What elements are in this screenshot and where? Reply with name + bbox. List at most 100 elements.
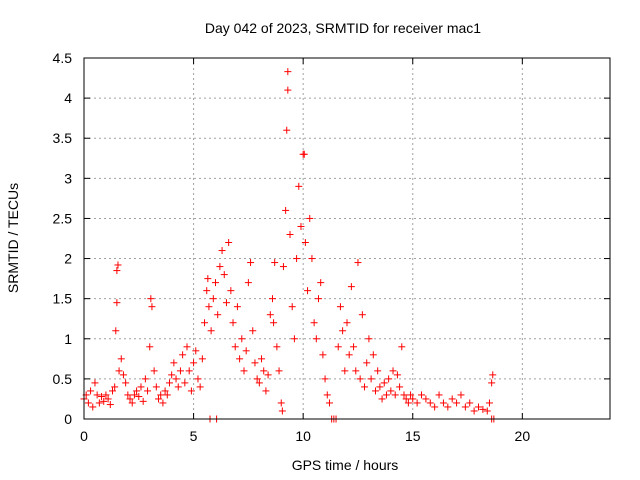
data-point xyxy=(233,303,241,311)
data-point xyxy=(192,347,200,355)
data-point xyxy=(87,387,95,395)
data-point xyxy=(382,391,390,399)
data-point xyxy=(262,387,270,395)
data-point xyxy=(260,367,268,375)
data-point xyxy=(283,126,291,134)
data-point xyxy=(396,383,404,391)
data-point xyxy=(165,379,173,387)
data-point xyxy=(130,391,138,399)
data-point xyxy=(264,371,272,379)
data-point xyxy=(273,343,281,351)
data-point xyxy=(249,327,257,335)
data-point xyxy=(106,401,114,409)
data-point xyxy=(409,395,417,403)
data-point xyxy=(100,397,108,405)
data-point xyxy=(113,299,121,307)
data-point xyxy=(343,319,351,327)
x-tick-labels: 0 5 10 15 20 xyxy=(80,428,530,444)
data-point xyxy=(102,391,110,399)
data-point xyxy=(155,395,163,403)
data-point xyxy=(275,367,283,375)
data-point xyxy=(435,391,443,399)
data-point xyxy=(201,319,209,327)
data-point xyxy=(448,395,456,403)
y-tick-label: 4.5 xyxy=(53,50,73,66)
data-point xyxy=(323,391,331,399)
data-point xyxy=(369,351,377,359)
data-point xyxy=(378,395,386,403)
data-point xyxy=(347,283,355,291)
data-point xyxy=(126,395,134,403)
data-point xyxy=(279,263,287,271)
data-point xyxy=(312,335,320,343)
data-point xyxy=(231,343,239,351)
data-point xyxy=(439,399,447,407)
data-point xyxy=(95,399,103,407)
y-tick-label: 3 xyxy=(64,170,72,186)
y-tick-label: 1 xyxy=(64,331,72,347)
data-point xyxy=(157,391,165,399)
data-point xyxy=(488,379,496,387)
data-point xyxy=(147,295,155,303)
data-point xyxy=(242,347,250,355)
data-point xyxy=(431,403,439,411)
data-point xyxy=(238,335,246,343)
data-point xyxy=(404,399,412,407)
data-point xyxy=(141,375,149,383)
data-point xyxy=(111,383,119,391)
data-point xyxy=(146,343,154,351)
data-point xyxy=(251,359,259,367)
data-point xyxy=(354,259,362,267)
data-point xyxy=(159,399,167,407)
x-tick-label: 0 xyxy=(80,428,88,444)
data-point xyxy=(453,399,461,407)
data-point xyxy=(179,351,187,359)
y-tick-label: 1.5 xyxy=(53,291,73,307)
data-point xyxy=(479,405,487,413)
data-point xyxy=(461,403,469,411)
data-point xyxy=(376,383,384,391)
data-point xyxy=(209,295,217,303)
data-point xyxy=(325,399,333,407)
data-point xyxy=(176,367,184,375)
data-point xyxy=(220,271,228,279)
y-tick-label: 3.5 xyxy=(53,130,73,146)
data-point xyxy=(148,303,156,311)
data-point xyxy=(89,403,97,411)
data-point xyxy=(402,395,410,403)
data-point xyxy=(172,375,180,383)
data-point xyxy=(216,263,224,271)
data-point xyxy=(124,391,132,399)
data-point xyxy=(319,351,327,359)
y-tick-labels: 0 0.5 1 1.5 2 2.5 3 3.5 4 4.5 xyxy=(53,50,73,427)
data-point xyxy=(282,206,290,214)
data-points xyxy=(80,68,498,423)
data-point xyxy=(214,311,222,319)
data-point xyxy=(194,375,202,383)
data-point xyxy=(295,182,303,190)
data-point xyxy=(308,255,316,263)
data-point xyxy=(196,383,204,391)
data-point xyxy=(135,393,143,401)
data-point xyxy=(317,279,325,287)
data-point xyxy=(367,375,375,383)
data-point xyxy=(457,391,465,399)
data-point xyxy=(174,383,182,391)
data-point xyxy=(181,379,189,387)
data-point xyxy=(104,395,112,403)
data-point xyxy=(185,367,193,375)
data-point xyxy=(284,86,292,94)
data-point xyxy=(306,214,314,222)
data-point xyxy=(278,407,286,415)
data-point xyxy=(168,371,176,379)
data-point xyxy=(187,387,195,395)
y-tick-label: 0.5 xyxy=(53,371,73,387)
data-point xyxy=(345,351,353,359)
data-point xyxy=(247,259,255,267)
data-point xyxy=(310,319,318,327)
data-point xyxy=(190,359,198,367)
data-point xyxy=(301,239,309,247)
data-point xyxy=(426,399,434,407)
data-point xyxy=(98,393,106,401)
